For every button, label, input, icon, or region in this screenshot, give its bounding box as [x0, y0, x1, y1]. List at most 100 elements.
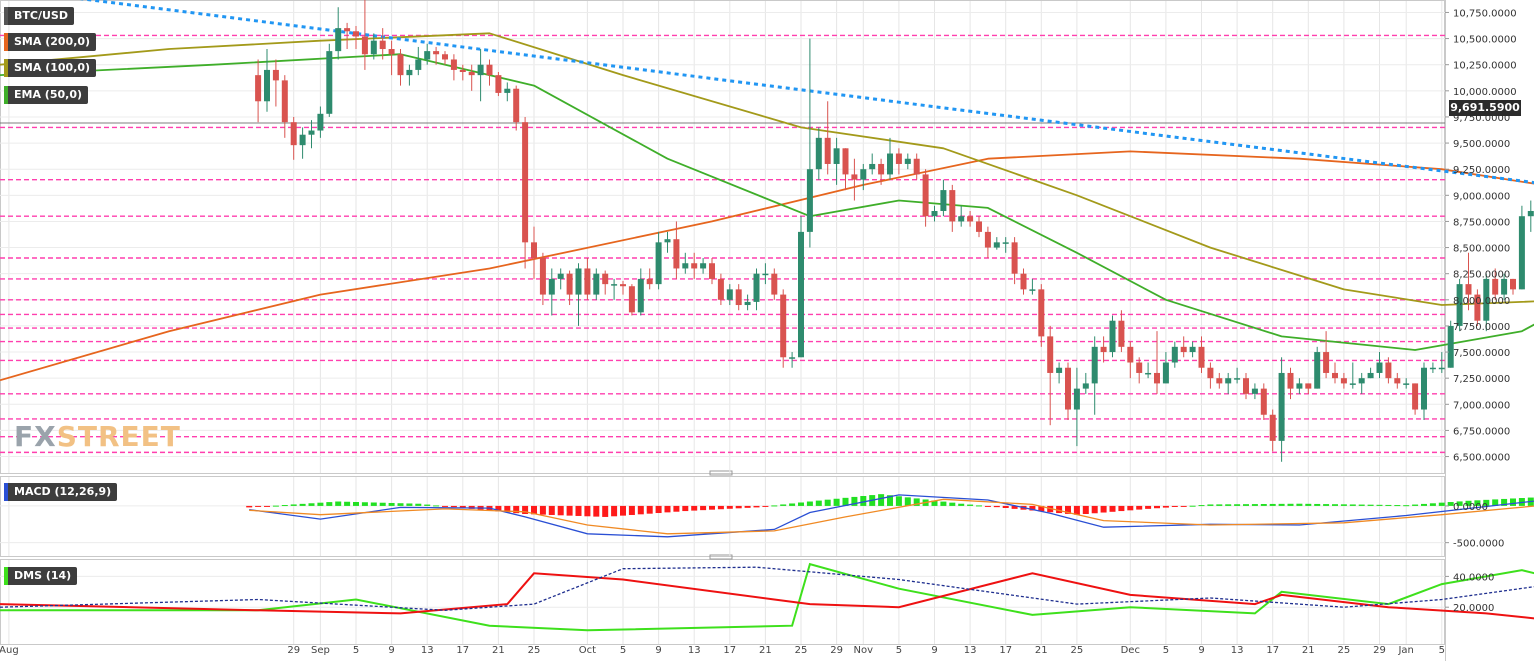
macd-histogram-bar — [1251, 504, 1258, 506]
candle-body — [949, 190, 956, 222]
macd-histogram-bar — [397, 503, 404, 506]
candle-body — [397, 54, 404, 76]
candle-body — [1465, 284, 1472, 295]
macd-histogram-bar — [602, 505, 609, 517]
candle-body — [281, 80, 288, 123]
macd-histogram-bar — [700, 505, 707, 511]
candle-body — [1234, 378, 1241, 380]
legend-sma200[interactable]: SMA (200,0) — [4, 33, 97, 51]
candle-body — [646, 278, 653, 285]
candle-body — [344, 28, 351, 32]
candle-body — [1180, 346, 1187, 353]
sma200-swatch — [4, 33, 8, 51]
candle-body — [406, 69, 413, 76]
candle-body — [700, 263, 707, 269]
macd-y-tick-label: -500.0000 — [1453, 539, 1504, 550]
macd-histogram-bar — [1198, 505, 1205, 507]
last-price-tag: 9,691.5900 — [1449, 100, 1521, 116]
macd-histogram-bar — [495, 505, 502, 512]
candle-body — [1100, 346, 1107, 353]
macd-histogram-bar — [717, 505, 724, 510]
candle-body — [815, 137, 822, 170]
dms-label: DMS (14) — [14, 569, 72, 582]
candle-body — [1510, 278, 1516, 290]
moving-averages — [0, 32, 1534, 382]
x-tick-label: 25 — [528, 645, 541, 656]
candle-body — [1474, 294, 1481, 321]
macd-histogram-bar — [798, 502, 804, 506]
candle-body — [744, 301, 751, 306]
dms-series-adx — [0, 566, 1534, 611]
x-tick-label: 25 — [795, 645, 808, 656]
candle-body — [1011, 242, 1018, 274]
macd-histogram-bar — [1136, 505, 1143, 510]
candle-body — [628, 286, 635, 313]
macd-histogram-bar — [593, 505, 600, 517]
x-tick-label: 29 — [1373, 645, 1386, 656]
candle-body — [539, 258, 546, 295]
legend-ema50[interactable]: EMA (50,0) — [4, 86, 88, 104]
macd-histogram-bar — [1100, 505, 1107, 513]
x-tick-label: 13 — [964, 645, 977, 656]
candle-body — [513, 88, 520, 123]
candle-body — [895, 153, 902, 164]
macd-histogram-bar — [272, 505, 279, 507]
candle-body — [1225, 378, 1232, 384]
candle-body — [442, 54, 448, 60]
macd-histogram-bar — [931, 500, 938, 506]
macd-histogram-bar — [940, 501, 947, 506]
candle-body — [851, 174, 858, 180]
legend-symbol[interactable]: BTC/USD — [4, 7, 74, 25]
indicator-line-sma200 — [0, 150, 1534, 382]
candlesticks — [255, 0, 1534, 462]
x-tick-label: 29 — [287, 645, 300, 656]
macd-histogram-bar — [762, 505, 769, 507]
candle-body — [1323, 352, 1330, 373]
macd-histogram-bar — [682, 505, 689, 512]
macd-histogram-bar — [1073, 505, 1080, 515]
macd-histogram-bar — [1225, 504, 1232, 506]
macd-histogram-bar — [1171, 505, 1178, 507]
macd-histogram-bar — [317, 502, 324, 506]
candle-body — [664, 239, 671, 243]
macd-histogram-bar — [878, 494, 885, 506]
macd-histogram-bar — [1358, 504, 1365, 506]
macd-histogram-bar — [842, 497, 849, 506]
macd-histogram-bar — [949, 502, 956, 506]
sma100-swatch — [4, 59, 8, 77]
candle-body — [1127, 346, 1134, 363]
sma100-label: SMA (100,0) — [14, 61, 91, 74]
x-tick-label: Sep — [311, 645, 330, 656]
legend-swatch — [4, 7, 8, 25]
macd-histogram-bar — [1180, 505, 1187, 507]
macd-histogram-bar — [620, 505, 626, 516]
y-tick-label: 7,500.0000 — [1453, 348, 1510, 359]
candle-body — [967, 216, 974, 222]
candle-body — [762, 273, 769, 276]
legend-macd[interactable]: MACD (12,26,9) — [4, 483, 118, 501]
x-tick-label: 17 — [723, 645, 736, 656]
descending-trendline — [79, 0, 1534, 185]
candle-body — [1492, 278, 1499, 295]
candle-body — [1367, 372, 1374, 379]
fxstreet-logo: FXSTREET — [14, 420, 181, 453]
candle-body — [984, 231, 991, 248]
candle-body — [477, 64, 484, 76]
legend-dms[interactable]: DMS (14) — [4, 567, 78, 585]
macd-histogram-bar — [1029, 505, 1036, 511]
candle-body — [673, 239, 680, 269]
candle-body — [1421, 367, 1427, 410]
candle-body — [388, 49, 395, 55]
macd-histogram-bar — [611, 505, 618, 517]
macd-histogram-bar — [1367, 504, 1374, 506]
macd-histogram-bar — [1091, 505, 1098, 514]
panel-resize-handle-1 — [709, 470, 733, 476]
legend-sma100[interactable]: SMA (100,0) — [4, 59, 97, 77]
candle-body — [370, 40, 377, 55]
candle-body — [958, 216, 965, 222]
macd-histogram-bar — [753, 505, 760, 508]
candle-body — [1456, 284, 1463, 326]
macd-histogram-bar — [815, 500, 822, 506]
candle-body — [993, 242, 1000, 248]
